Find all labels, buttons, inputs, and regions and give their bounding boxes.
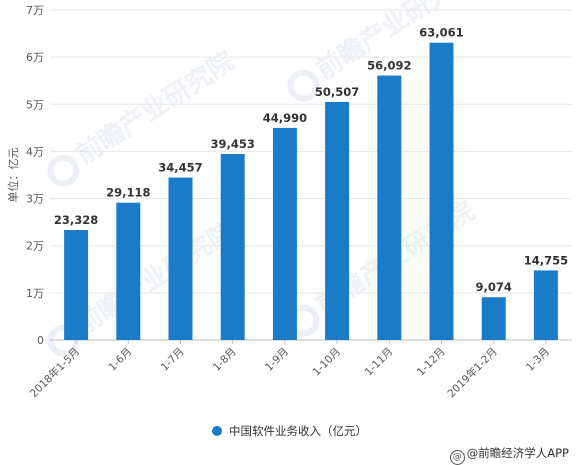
data-label: 34,457 bbox=[158, 161, 202, 175]
bar bbox=[325, 101, 350, 340]
x-tick-label: 1-8月 bbox=[211, 346, 239, 374]
bar bbox=[481, 297, 506, 340]
x-tick-label: 1-6月 bbox=[106, 346, 134, 374]
data-label: 56,092 bbox=[367, 59, 411, 73]
bar bbox=[220, 154, 245, 340]
legend-swatch bbox=[212, 426, 222, 436]
credit-text: @前瞻经济学人APP bbox=[466, 446, 569, 460]
bar bbox=[272, 127, 297, 340]
watermark: 前瞻产业研究院 bbox=[47, 45, 240, 187]
data-label: 23,328 bbox=[54, 213, 98, 227]
bar bbox=[377, 75, 402, 340]
bar bbox=[533, 270, 558, 340]
svg-text:前瞻产业研究院: 前瞻产业研究院 bbox=[310, 0, 480, 86]
data-label: 50,507 bbox=[315, 85, 359, 99]
y-axis-label: 单位：亿元 bbox=[6, 148, 20, 203]
y-tick-label: 2万 bbox=[26, 240, 44, 253]
y-axis: 0 1万 2万 3万 4万 5万 6万 7万 bbox=[26, 4, 44, 347]
y-tick-label: 5万 bbox=[26, 98, 44, 111]
x-tick-label: 1-9月 bbox=[263, 346, 291, 374]
data-label: 29,118 bbox=[106, 186, 150, 200]
bar bbox=[429, 42, 454, 340]
y-tick-label: 0 bbox=[37, 334, 44, 347]
legend-label: 中国软件业务收入（亿元） bbox=[229, 424, 367, 438]
data-label: 9,074 bbox=[476, 280, 512, 294]
y-tick-label: 6万 bbox=[26, 51, 44, 64]
x-tick-label: 1-11月 bbox=[363, 346, 396, 379]
x-tick-label: 1-3月 bbox=[524, 346, 552, 374]
x-axis: 2018年1-5月 1-6月 1-7月 1-8月 1-9月 1-10月 1-11月 1-12月… bbox=[27, 340, 552, 400]
data-label: 44,990 bbox=[263, 111, 307, 125]
data-label: 14,755 bbox=[524, 253, 568, 267]
y-tick-label: 7万 bbox=[26, 4, 44, 17]
y-tick-label: 3万 bbox=[26, 193, 44, 206]
x-tick-label: 1-10月 bbox=[310, 346, 343, 379]
y-tick-label: 4万 bbox=[26, 145, 44, 158]
x-tick-label: 1-7月 bbox=[159, 346, 187, 374]
watermark-layer: 前瞻产业研究院前瞻产业研究院前瞻产业研究院前瞻产业研究院 bbox=[47, 0, 480, 357]
y-tick-label: 1万 bbox=[26, 287, 44, 300]
bars: 23,328 29,118 34,457 39,453 44,990 50,507 56,0… bbox=[54, 26, 568, 340]
legend: 中国软件业务收入（亿元） bbox=[0, 423, 579, 439]
bar bbox=[168, 177, 193, 340]
source-credit: @ @前瞻经济学人APP bbox=[449, 445, 569, 465]
weibo-at-icon: @ bbox=[449, 450, 465, 465]
bar bbox=[116, 202, 141, 340]
x-tick-label: 1-12月 bbox=[415, 346, 448, 379]
svg-text:前瞻产业研究院: 前瞻产业研究院 bbox=[70, 215, 240, 340]
data-label: 63,061 bbox=[419, 26, 463, 40]
x-tick-label: 2019年1-2月 bbox=[445, 345, 500, 400]
data-label: 39,453 bbox=[211, 137, 255, 151]
bar bbox=[64, 230, 89, 340]
